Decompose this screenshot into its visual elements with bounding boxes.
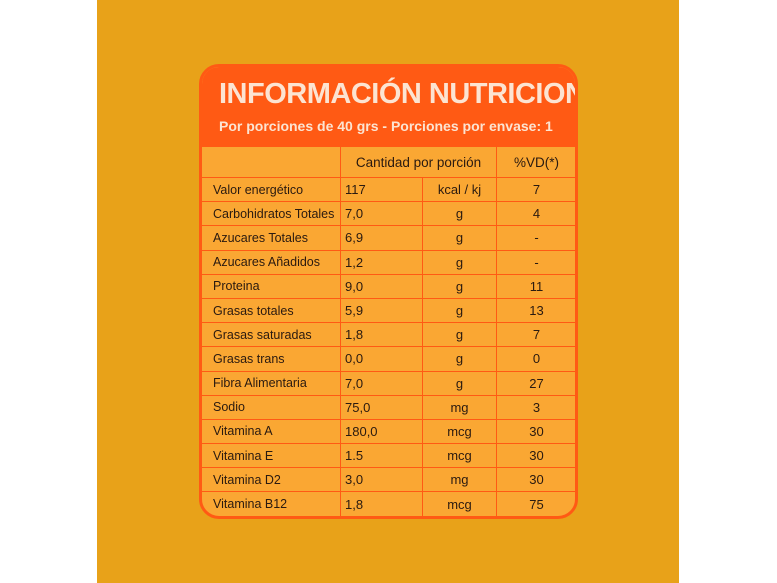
unit-cell: g [422,273,497,299]
nutrient-cell: Vitamina B12 [202,491,341,516]
table-header-row: Cantidad por porción %VD(*) [202,146,575,178]
table-row: Carbohidratos Totales 7,0 g 4 [202,201,575,227]
table-row: Azucares Totales 6,9 g - [202,225,575,251]
table-row: Grasas trans 0,0 g 0 [202,346,575,372]
nutrient-cell: Carbohidratos Totales [202,201,341,227]
label-subtitle: Por porciones de 40 grs - Porciones por … [219,118,553,134]
table-body: Valor energético 117 kcal / kj 7 Carbohidrat… [202,176,575,516]
unit-cell: g [422,249,497,275]
table-row: Fibra Alimentaria 7,0 g 27 [202,370,575,396]
nutrition-label: INFORMACIÓN NUTRICIONAL Por porciones de… [199,64,578,519]
nutrient-cell: Grasas totales [202,297,341,324]
nutrient-cell: Grasas trans [202,346,341,372]
table-row: Vitamina A 180,0 mcg 30 [202,418,575,445]
unit-cell: mcg [422,418,497,445]
nutrient-cell: Vitamina D2 [202,467,341,493]
vd-cell: 0 [496,346,575,372]
vd-cell: 4 [496,201,575,227]
table-row: Azucares Añadidos 1,2 g - [202,249,575,275]
table-row: Proteina 9,0 g 11 [202,273,575,299]
quantity-cell: 7,0 [340,201,423,227]
nutrition-table: Cantidad por porción %VD(*) Valor energé… [202,146,575,516]
nutrient-cell: Vitamina E [202,443,341,469]
unit-cell: g [422,201,497,227]
vd-cell: 3 [496,394,575,420]
unit-cell: g [422,370,497,396]
quantity-cell: 9,0 [340,273,423,299]
quantity-cell: 75,0 [340,394,423,420]
nutrient-column-header [202,146,341,178]
label-title: INFORMACIÓN NUTRICIONAL [219,78,575,110]
quantity-cell: 117 [340,176,423,203]
quantity-cell: 3,0 [340,467,423,493]
vd-cell: 30 [496,418,575,445]
nutrient-cell: Vitamina A [202,418,341,445]
vd-cell: - [496,225,575,251]
nutrient-cell: Azucares Añadidos [202,249,341,275]
vd-cell: 30 [496,443,575,469]
unit-cell: g [422,346,497,372]
nutrient-cell: Azucares Totales [202,225,341,251]
quantity-column-header: Cantidad por porción [340,146,497,178]
quantity-cell: 1,2 [340,249,423,275]
table-row: Vitamina E 1.5 mcg 30 [202,443,575,469]
unit-cell: g [422,322,497,348]
unit-cell: g [422,225,497,251]
vd-cell: - [496,249,575,275]
nutrient-cell: Sodio [202,394,341,420]
table-row: Grasas totales 5,9 g 13 [202,297,575,324]
vd-cell: 7 [496,322,575,348]
quantity-cell: 1,8 [340,322,423,348]
quantity-cell: 1,8 [340,491,423,516]
unit-cell: mcg [422,491,497,516]
vd-cell: 11 [496,273,575,299]
vd-cell: 27 [496,370,575,396]
unit-cell: mcg [422,443,497,469]
vd-column-header: %VD(*) [496,146,575,178]
vd-cell: 7 [496,176,575,203]
quantity-cell: 180,0 [340,418,423,445]
quantity-cell: 7,0 [340,370,423,396]
unit-cell: g [422,297,497,324]
nutrient-cell: Valor energético [202,176,341,203]
vd-cell: 30 [496,467,575,493]
nutrient-cell: Proteina [202,273,341,299]
nutrient-cell: Fibra Alimentaria [202,370,341,396]
table-row: Sodio 75,0 mg 3 [202,394,575,420]
quantity-cell: 0,0 [340,346,423,372]
nutrient-cell: Grasas saturadas [202,322,341,348]
vd-cell: 13 [496,297,575,324]
unit-cell: mg [422,394,497,420]
label-header: INFORMACIÓN NUTRICIONAL Por porciones de… [202,67,575,146]
unit-cell: kcal / kj [422,176,497,203]
table-row: Vitamina B12 1,8 mcg 75 [202,491,575,516]
quantity-cell: 5,9 [340,297,423,324]
table-row: Valor energético 117 kcal / kj 7 [202,176,575,203]
unit-cell: mg [422,467,497,493]
quantity-cell: 1.5 [340,443,423,469]
vd-cell: 75 [496,491,575,516]
table-row: Vitamina D2 3,0 mg 30 [202,467,575,493]
quantity-cell: 6,9 [340,225,423,251]
table-row: Grasas saturadas 1,8 g 7 [202,322,575,348]
